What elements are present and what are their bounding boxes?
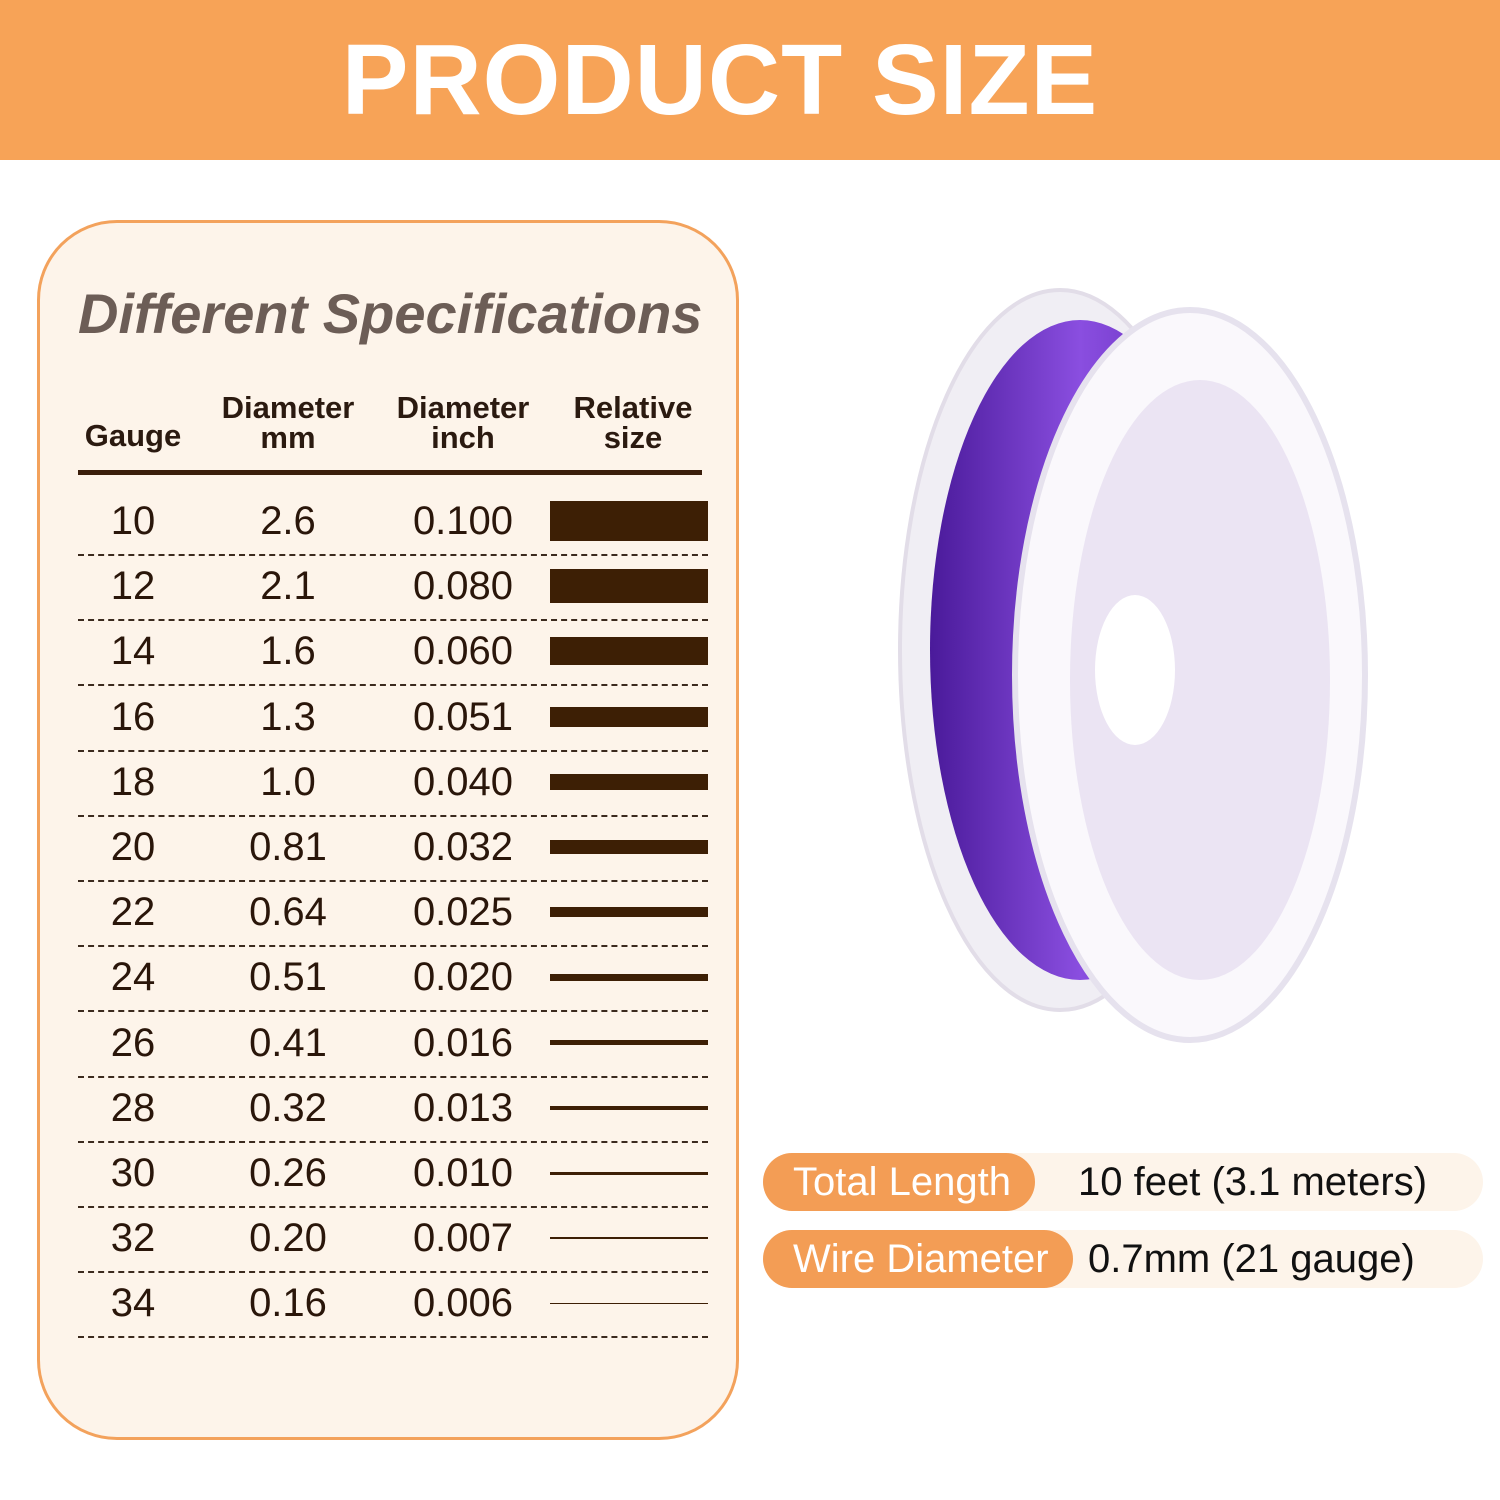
gauge-cell: 12: [110, 564, 156, 609]
relative-size-bar: [550, 1237, 708, 1240]
diameter-mm-cell: 0.32: [249, 1085, 327, 1130]
gauge-cell: 26: [110, 1020, 156, 1065]
gauge-cell: 20: [110, 825, 156, 869]
gauge-cell: 18: [110, 759, 156, 804]
diameter-inch-cell: 0.020: [412, 955, 514, 1000]
gauge-cell: 14: [110, 629, 156, 674]
diameter-inch-cell: 0.032: [412, 825, 514, 869]
table-row: 18 1.0 0.040: [78, 752, 708, 817]
table-row: 30 0.26 0.010: [78, 1143, 708, 1208]
spec-label: Total Length: [763, 1153, 1035, 1211]
table-header: Gauge Diameter mm Diameter inch Relative si…: [78, 390, 702, 475]
relative-size-bar: [550, 840, 708, 854]
gauge-cell: 16: [110, 694, 156, 739]
relative-size-bar: [550, 1040, 708, 1046]
card-title: Different Specifications: [78, 282, 703, 345]
relative-size-bar: [550, 1105, 708, 1110]
table-row: 22 0.64 0.025: [78, 882, 708, 948]
diameter-inch-cell: 0.100: [412, 499, 514, 543]
table-row: 16 1.3 0.051: [78, 687, 708, 752]
diameter-inch-cell: 0.080: [412, 564, 514, 609]
table-row: 14 1.6 0.060: [78, 621, 708, 687]
table-row: 32 0.20 0.007: [78, 1208, 708, 1274]
header-diameter-mm: Diameter mm: [221, 390, 355, 455]
diameter-inch-cell: 0.013: [412, 1085, 514, 1130]
header-relative-size: Relative size: [573, 390, 693, 455]
spec-pill: Wire Diameter 0.7mm (21 gauge): [763, 1230, 1483, 1288]
table-row: 24 0.51 0.020: [78, 947, 708, 1013]
diameter-mm-cell: 0.26: [249, 1151, 327, 1195]
gauge-cell: 28: [110, 1085, 156, 1130]
table-row: 10 2.6 0.100: [78, 491, 708, 556]
relative-size-bar: [550, 706, 708, 727]
spec-card: Different Specifications Gauge Diameter m…: [37, 220, 739, 1440]
diameter-mm-cell: 1.6: [260, 629, 316, 674]
diameter-mm-cell: 0.51: [249, 955, 327, 1000]
header-gauge: Gauge: [84, 418, 182, 453]
diameter-inch-cell: 0.016: [412, 1020, 514, 1065]
table-row: 28 0.32 0.013: [78, 1078, 708, 1143]
table-row: 12 2.1 0.080: [78, 556, 708, 622]
diameter-mm-cell: 1.3: [260, 694, 316, 739]
gauge-cell: 10: [110, 499, 156, 543]
banner: PRODUCT SIZE: [0, 0, 1500, 160]
table-row: 26 0.41 0.016: [78, 1013, 708, 1078]
diameter-inch-cell: 0.006: [412, 1281, 514, 1326]
spec-value: 0.7mm (21 gauge): [1088, 1237, 1415, 1281]
diameter-mm-cell: 2.1: [260, 564, 316, 609]
relative-size-bar: [550, 501, 708, 541]
diameter-inch-cell: 0.010: [412, 1151, 514, 1195]
diameter-inch-cell: 0.040: [412, 759, 514, 804]
gauge-cell: 22: [110, 890, 156, 935]
diameter-inch-cell: 0.025: [412, 890, 514, 935]
diameter-mm-cell: 0.41: [249, 1020, 327, 1065]
gauge-cell: 24: [110, 955, 156, 1000]
diameter-mm-cell: 1.0: [260, 759, 316, 804]
diameter-mm-cell: 0.20: [249, 1216, 327, 1261]
diameter-inch-cell: 0.007: [412, 1216, 514, 1261]
gauge-cell: 34: [110, 1281, 156, 1326]
table-row: 20 0.81 0.032: [78, 817, 708, 882]
relative-size-bar: [550, 773, 708, 790]
relative-size-bar: [550, 973, 708, 981]
wire-spool-image: [898, 288, 1368, 1043]
banner-title: PRODUCT SIZE: [341, 23, 1099, 136]
spec-label: Wire Diameter: [763, 1230, 1073, 1288]
relative-size-bar: [550, 1171, 708, 1175]
diameter-inch-cell: 0.060: [412, 629, 514, 674]
spec-pill: Total Length 10 feet (3.1 meters): [763, 1153, 1483, 1211]
diameter-inch-cell: 0.051: [412, 694, 514, 739]
diameter-mm-cell: 2.6: [260, 499, 316, 543]
gauge-cell: 30: [110, 1151, 156, 1195]
relative-size-bar: [550, 569, 708, 604]
diameter-mm-cell: 0.64: [249, 890, 327, 935]
spec-value: 10 feet (3.1 meters): [1078, 1160, 1428, 1204]
relative-size-bar: [550, 1302, 708, 1304]
table-row: 34 0.16 0.006: [78, 1273, 708, 1339]
gauge-cell: 32: [110, 1216, 156, 1261]
diameter-mm-cell: 0.16: [249, 1281, 327, 1326]
diameter-mm-cell: 0.81: [249, 825, 327, 869]
relative-size-bar: [550, 637, 708, 666]
header-diameter-inch: Diameter inch: [396, 390, 530, 455]
relative-size-bar: [550, 907, 708, 918]
